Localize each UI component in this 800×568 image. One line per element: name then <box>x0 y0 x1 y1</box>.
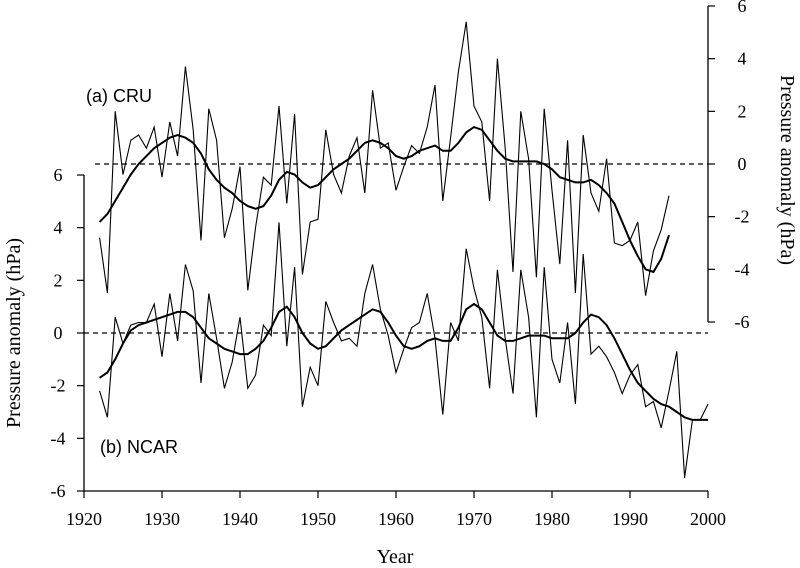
cru-y-tick-label: 2 <box>738 101 747 121</box>
ncar-y-axis-title: Pressure anomaly (hPa) <box>3 238 25 428</box>
cru-y-tick-label: 4 <box>738 49 747 69</box>
cru-y-tick-label: 6 <box>738 0 747 16</box>
x-tick-label: 2000 <box>690 509 726 529</box>
x-tick-label: 1970 <box>456 509 492 529</box>
cru-y-tick-label: -6 <box>735 312 750 332</box>
x-tick-label: 1920 <box>66 509 102 529</box>
cru-y-tick-label: -4 <box>735 259 750 279</box>
x-tick-label: 1940 <box>222 509 258 529</box>
cru-y-tick-label: -2 <box>735 207 750 227</box>
ncar-y-tick-label: 2 <box>54 270 63 290</box>
ncar-y-tick-label: 6 <box>54 165 63 185</box>
panel-a-cru: -6 -4 -2 0 2 4 6 (a) CRU Pressure anomaly (hPa… <box>86 0 798 332</box>
cru-y-tick-label: 0 <box>738 154 747 174</box>
cru-smoothed-series-line <box>98 125 670 274</box>
ncar-y-tick-label: 4 <box>54 218 63 238</box>
x-tick-label: 1930 <box>144 509 180 529</box>
x-axis-title: Year <box>377 546 414 568</box>
x-tick-label: 1980 <box>534 509 570 529</box>
x-ticks: 1920 1930 1940 1950 1960 1970 1980 1990 2000 <box>66 491 726 529</box>
cru-y-ticks: -6 -4 -2 0 2 4 6 <box>708 0 750 332</box>
x-tick-label: 1990 <box>612 509 648 529</box>
x-tick-label: 1950 <box>300 509 336 529</box>
ncar-panel-label: (b) NCAR <box>100 437 178 457</box>
ncar-annual-series-line <box>99 222 709 478</box>
ncar-y-tick-label: 0 <box>54 323 63 343</box>
x-tick-label: 1960 <box>378 509 414 529</box>
ncar-y-tick-label: -4 <box>51 428 66 448</box>
ncar-y-tick-label: -6 <box>51 481 66 501</box>
ncar-y-ticks: -6 -4 -2 0 2 4 6 <box>51 165 84 501</box>
cru-panel-label: (a) CRU <box>86 86 152 106</box>
ncar-smoothed-series-line <box>99 302 708 421</box>
cru-y-axis-title: Pressure anomaly (hPa) <box>776 75 798 265</box>
ncar-y-tick-label: -2 <box>51 376 66 396</box>
